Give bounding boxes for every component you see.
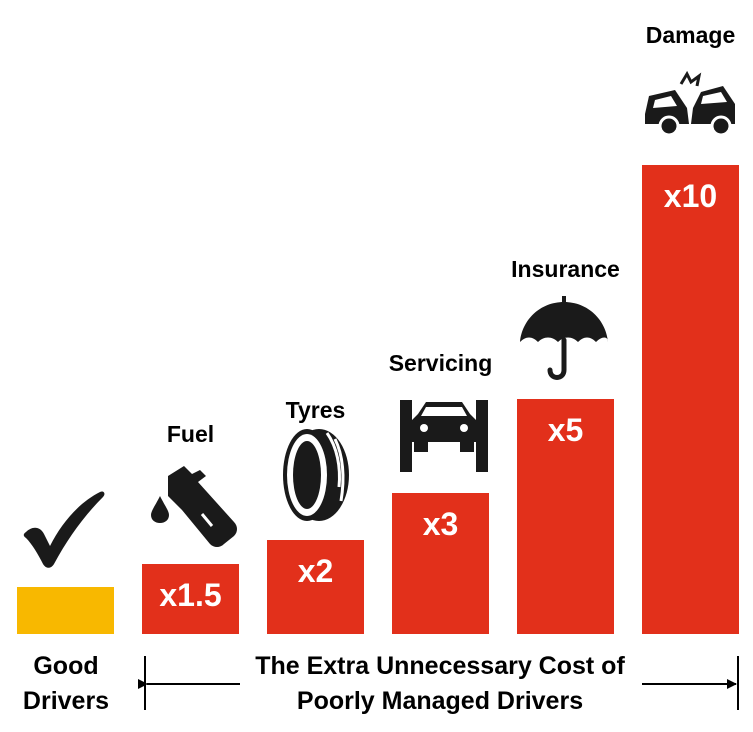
bar-fuel: [142, 564, 239, 634]
category-label-damage: Damage: [646, 22, 735, 48]
value-label-fuel: x1.5: [159, 577, 221, 613]
category-label-fuel: Fuel: [167, 421, 214, 447]
good-drivers-label-line2: Drivers: [23, 687, 109, 715]
extra-cost-label-line2: Poorly Managed Drivers: [297, 687, 583, 715]
umbrella-icon: [520, 296, 608, 380]
value-labels: x1.5 x2 x3 x5 x10: [159, 178, 717, 613]
checkmark-icon: [23, 491, 105, 568]
value-label-servicing: x3: [423, 506, 459, 542]
tyre-icon: [283, 429, 349, 521]
extra-cost-label-line1: The Extra Unnecessary Cost of: [255, 652, 625, 680]
car-lift-icon: [400, 400, 488, 472]
category-label-servicing: Servicing: [389, 350, 493, 376]
category-labels: Fuel Tyres Servicing Insurance Damage: [167, 22, 735, 447]
bar-damage: [642, 165, 739, 634]
bars: [17, 165, 739, 634]
value-label-tyres: x2: [298, 553, 334, 589]
category-label-tyres: Tyres: [286, 397, 346, 423]
bar-servicing: [392, 493, 489, 634]
bar-good-drivers: [17, 587, 114, 634]
fuel-pump-icon: [151, 466, 237, 547]
bar-insurance: [517, 399, 614, 634]
value-label-damage: x10: [664, 178, 717, 214]
good-drivers-label-line1: Good: [33, 652, 98, 680]
value-label-insurance: x5: [548, 412, 584, 448]
bar-tyres: [267, 540, 364, 634]
category-label-insurance: Insurance: [511, 256, 620, 282]
car-crash-icon: [645, 70, 735, 137]
